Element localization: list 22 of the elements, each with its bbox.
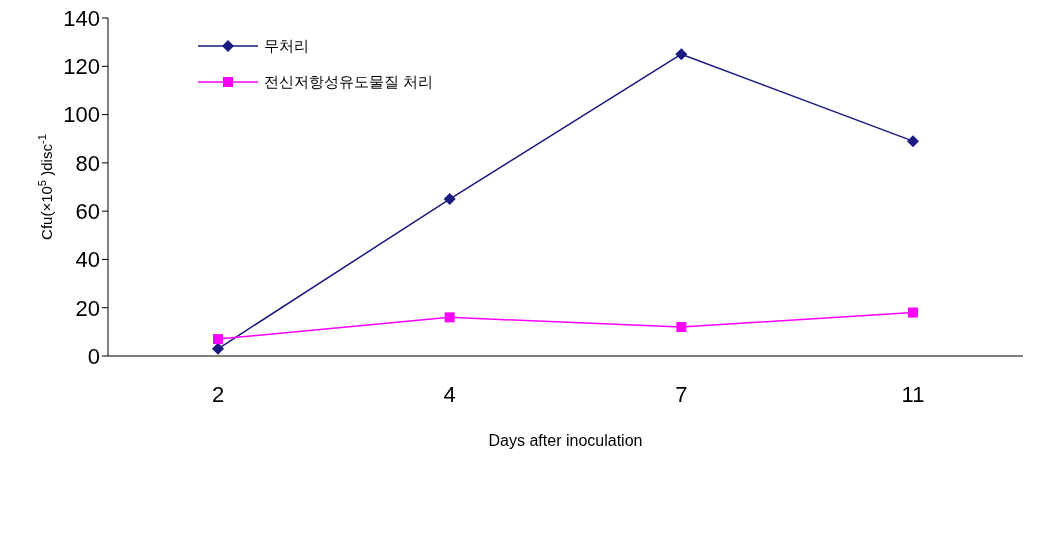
point [213, 334, 223, 345]
y-tick-label: 100 [63, 102, 100, 128]
y-tick-label: 0 [87, 343, 100, 369]
point [443, 193, 456, 206]
point [675, 48, 688, 61]
y-tick-label: 20 [75, 295, 100, 321]
y-tick-label: 140 [63, 5, 100, 31]
y-tick-label: 120 [63, 54, 100, 80]
y-tick-label: 80 [75, 150, 100, 176]
y-tick-label: 60 [75, 198, 100, 224]
legend-label: 전신저항성유도물질 처리 [264, 72, 434, 92]
point [908, 307, 918, 318]
x-tick-label: 4 [443, 381, 456, 407]
x-tick-label: 7 [675, 381, 688, 407]
legend-label: 무처리 [264, 36, 309, 56]
point [907, 135, 919, 148]
point [676, 322, 687, 333]
point [444, 312, 455, 323]
x-tick-label: 11 [901, 381, 925, 407]
y-tick-label: 40 [75, 247, 100, 273]
x-tick-label: 2 [211, 381, 225, 407]
x-axis-title: Days after inoculation [488, 432, 643, 449]
